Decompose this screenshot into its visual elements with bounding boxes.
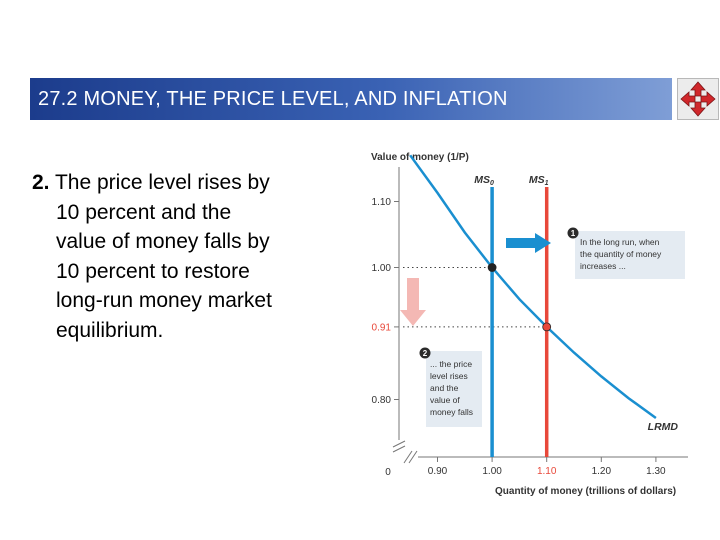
annotation-box-1 bbox=[575, 231, 685, 279]
step-badge bbox=[419, 347, 431, 359]
slide-navigation-button[interactable] bbox=[677, 78, 719, 120]
annotation-2-text: and the bbox=[430, 383, 459, 393]
step-badge-number: 1 bbox=[571, 229, 576, 238]
step-badge bbox=[567, 227, 579, 239]
step-badge-number: 2 bbox=[423, 349, 428, 358]
y-tick-label: 0.91 bbox=[372, 322, 392, 333]
body-line: 10 percent and the bbox=[56, 200, 232, 224]
annotation-box-2 bbox=[426, 351, 482, 427]
body-line: long-run money market bbox=[56, 289, 272, 312]
x-axis-break-mark bbox=[403, 450, 418, 464]
body-line: 10 percent to restore bbox=[56, 259, 250, 283]
annotation-2-text: ... the price bbox=[430, 359, 472, 369]
x-tick-label: 1.30 bbox=[646, 466, 666, 477]
annotation-1-text: In the long run, when bbox=[580, 237, 660, 247]
y-tick-label: 1.10 bbox=[372, 197, 392, 208]
x-tick-label: 1.20 bbox=[592, 466, 612, 477]
annotation-2-text: money falls bbox=[430, 407, 473, 417]
x-tick-label: 0.90 bbox=[428, 466, 448, 477]
x-axis-label: Quantity of money (trillions of dollars) bbox=[495, 486, 676, 497]
y-tick-label: 0.80 bbox=[372, 395, 392, 406]
price-level-arrow bbox=[400, 278, 426, 326]
ms1-label: MS1 bbox=[529, 174, 549, 187]
point-number: 2. bbox=[32, 171, 50, 194]
y-axis-break-mark bbox=[392, 440, 406, 453]
x-tick-label: 1.10 bbox=[537, 466, 557, 477]
annotation-1-text: the quantity of money bbox=[580, 249, 662, 259]
equilibrium-point bbox=[487, 263, 497, 272]
slide-title-bar: 27.2 MONEY, THE PRICE LEVEL, AND INFLATI… bbox=[30, 78, 672, 120]
y-tick-label: 1.00 bbox=[372, 263, 392, 274]
x-tick-label: 1.00 bbox=[482, 466, 502, 477]
slide-title: 27.2 MONEY, THE PRICE LEVEL, AND INFLATI… bbox=[38, 87, 508, 110]
ms0-label: MS0 bbox=[474, 174, 494, 187]
money-supply-shift-arrow bbox=[506, 233, 551, 253]
four-way-arrows-icon bbox=[680, 81, 716, 117]
y-axis-label: Value of money (1/P) bbox=[371, 152, 469, 163]
annotation-2-text: value of bbox=[430, 395, 460, 405]
body-line: value of money falls by bbox=[56, 230, 270, 253]
origin-label: 0 bbox=[385, 467, 391, 478]
body-line: 2. The price level rises by bbox=[32, 168, 332, 198]
slide-body-text: 2. The price level rises by 10 percent a… bbox=[32, 168, 332, 345]
lrmd-curve bbox=[409, 154, 657, 420]
body-line-text: The price level rises by bbox=[54, 171, 270, 194]
money-market-chart: Value of money (1/P) Quantity of money (… bbox=[371, 152, 688, 497]
body-line: equilibrium. bbox=[56, 318, 164, 342]
annotation-2-text: level rises bbox=[430, 371, 468, 381]
equilibrium-point bbox=[542, 322, 552, 332]
annotation-1-text: increases ... bbox=[580, 261, 626, 271]
lrmd-label: LRMD bbox=[648, 421, 679, 433]
